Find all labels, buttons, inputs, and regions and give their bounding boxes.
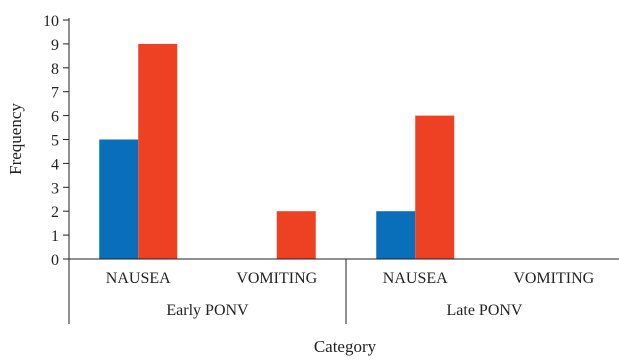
y-tick-label: 6 [51, 109, 59, 126]
y-tick-label: 5 [51, 133, 59, 150]
y-axis-title: Frequency [6, 103, 25, 175]
y-tick-label: 1 [51, 228, 59, 245]
bar [138, 43, 178, 260]
bars [99, 43, 455, 260]
x-axis-title: Category [314, 337, 377, 356]
x-category-label: NAUSEA [383, 270, 448, 287]
x-category-label: VOMITING [236, 270, 317, 287]
y-tick-label: 7 [51, 85, 59, 102]
bar [276, 211, 316, 259]
x-category-label: NAUSEA [106, 270, 171, 287]
y-tick-label: 2 [51, 204, 59, 221]
bar [99, 139, 139, 259]
x-group-label: Late PONV [447, 302, 523, 319]
x-category-label: VOMITING [513, 270, 594, 287]
y-tick-label: 8 [51, 61, 59, 78]
y-tick-label: 10 [43, 13, 59, 30]
x-axis: NAUSEA VOMITING NAUSEA VOMITING Early PONV La… [69, 258, 619, 324]
bar [376, 211, 416, 259]
y-tick-label: 4 [51, 156, 59, 173]
y-tick-label: 3 [51, 180, 59, 197]
y-tick-label: 0 [51, 252, 59, 269]
y-tick-label: 9 [51, 37, 59, 54]
x-group-label: Early PONV [166, 302, 249, 319]
y-axis-ticks: 0 1 2 3 4 5 6 7 8 9 10 [43, 13, 69, 269]
bar [415, 115, 455, 259]
